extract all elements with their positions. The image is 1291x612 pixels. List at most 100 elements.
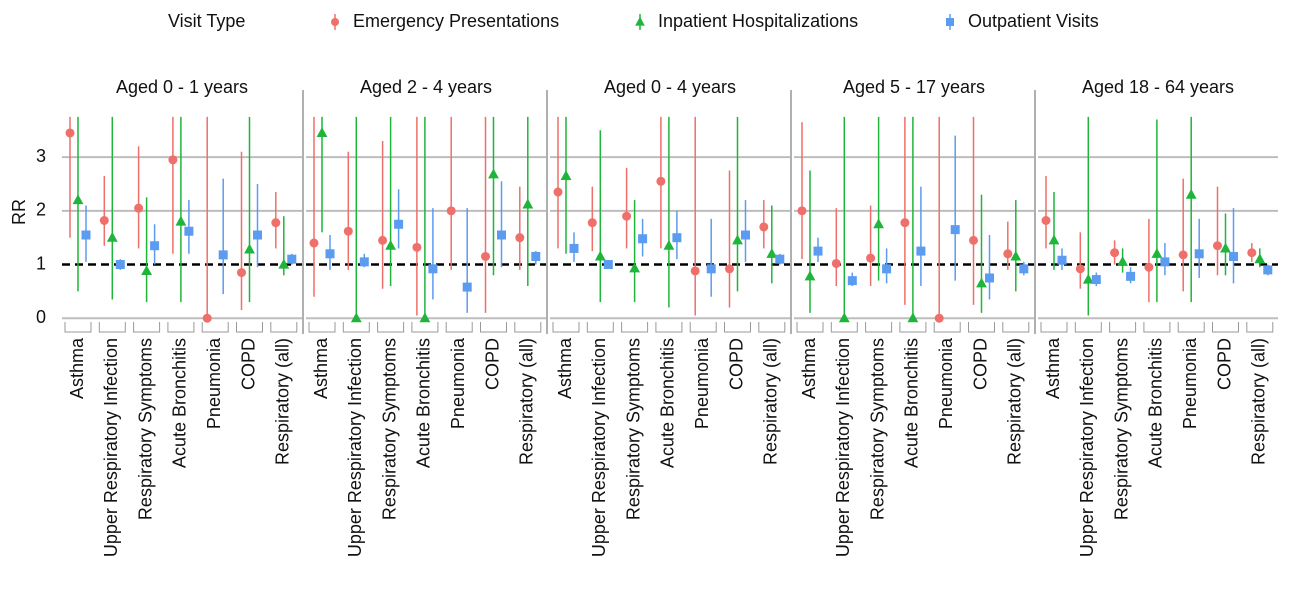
point: [1194, 249, 1204, 259]
point: [522, 198, 534, 209]
category-bracket: [411, 322, 439, 333]
category-bracket: [1212, 322, 1239, 333]
point: [378, 235, 388, 245]
x-tick-label: Respiratory (all): [517, 338, 537, 465]
point: [656, 176, 666, 186]
category-bracket: [445, 322, 473, 333]
point: [1160, 257, 1170, 267]
x-tick-label: Respiratory Symptoms: [379, 338, 399, 520]
point: [115, 260, 125, 270]
point: [385, 239, 396, 250]
legend-marker: [331, 18, 339, 26]
category-bracket: [796, 322, 824, 333]
point: [1247, 248, 1257, 258]
point: [1220, 242, 1231, 253]
point: [419, 312, 431, 323]
point: [1075, 264, 1085, 274]
x-tick-label: Pneumonia: [204, 337, 224, 429]
point: [775, 254, 785, 264]
point: [1126, 271, 1136, 281]
x-tick-label: Pneumonia: [1180, 337, 1200, 429]
legend-marker: [635, 16, 645, 26]
x-tick-label: Acute Bronchitis: [902, 338, 922, 468]
x-tick-label: Asthma: [1043, 337, 1063, 399]
panel-title: Aged 5 - 17 years: [843, 77, 985, 97]
point: [873, 218, 884, 229]
point: [622, 211, 632, 221]
category-bracket: [270, 322, 298, 333]
category-bracket: [236, 322, 263, 333]
category-bracket: [133, 322, 161, 333]
x-tick-label: Respiratory (all): [273, 338, 293, 465]
category-bracket: [1002, 322, 1030, 333]
x-tick-label: COPD: [726, 338, 746, 390]
point: [1048, 234, 1060, 245]
point: [359, 257, 369, 267]
point: [99, 216, 109, 225]
point: [106, 231, 118, 242]
x-tick-label: COPD: [1214, 338, 1234, 390]
point: [866, 253, 876, 263]
category-bracket: [899, 322, 927, 333]
point: [638, 234, 648, 244]
point: [81, 230, 91, 240]
category-bracket: [655, 322, 683, 333]
category-bracket: [201, 322, 229, 333]
x-tick-label: Asthma: [555, 337, 575, 399]
legend-label: Emergency Presentations: [353, 11, 559, 31]
point: [481, 251, 490, 261]
point: [1110, 248, 1120, 258]
point: [594, 250, 606, 261]
point: [732, 234, 743, 245]
point: [813, 246, 823, 256]
point: [1178, 250, 1188, 260]
point: [916, 246, 926, 256]
x-tick-label: Asthma: [799, 337, 819, 399]
point: [1041, 216, 1051, 225]
point: [985, 273, 994, 283]
point: [1003, 249, 1013, 259]
point: [1117, 256, 1128, 266]
category-bracket: [586, 322, 614, 333]
legend-marker: [946, 18, 954, 26]
point: [428, 264, 438, 274]
point: [766, 247, 778, 258]
point: [706, 264, 716, 274]
category-bracket: [98, 322, 126, 333]
y-tick-label: 3: [36, 146, 46, 166]
x-tick-label: COPD: [238, 338, 258, 390]
point: [316, 127, 328, 138]
point: [309, 238, 319, 248]
legend-title: Visit Type: [168, 11, 245, 31]
x-tick-label: Upper Respiratory Infection: [345, 338, 365, 557]
point: [1057, 255, 1067, 265]
category-bracket: [724, 322, 751, 333]
point: [690, 266, 700, 276]
point: [175, 215, 187, 226]
x-tick-label: Upper Respiratory Infection: [101, 338, 121, 557]
point: [1213, 241, 1222, 251]
point: [350, 312, 362, 323]
legend-label: Inpatient Hospitalizations: [658, 11, 858, 31]
x-tick-label: COPD: [970, 338, 990, 390]
x-tick-label: Respiratory (all): [761, 338, 781, 465]
category-bracket: [1177, 322, 1205, 333]
category-bracket: [621, 322, 649, 333]
category-bracket: [968, 322, 995, 333]
x-tick-label: Upper Respiratory Infection: [589, 338, 609, 557]
legend-label: Outpatient Visits: [968, 11, 1099, 31]
point: [531, 251, 541, 261]
point: [446, 206, 456, 216]
x-tick-label: Asthma: [311, 337, 331, 399]
point: [838, 312, 850, 323]
category-bracket: [830, 322, 858, 333]
point: [412, 242, 422, 252]
x-tick-label: Respiratory Symptoms: [135, 338, 155, 520]
point: [134, 203, 144, 213]
x-tick-label: COPD: [482, 338, 502, 390]
point: [804, 270, 816, 281]
x-tick-label: Respiratory Symptoms: [1111, 338, 1131, 520]
x-tick-label: Acute Bronchitis: [170, 338, 190, 468]
point: [934, 313, 944, 323]
panel-title: Aged 2 - 4 years: [360, 77, 492, 97]
